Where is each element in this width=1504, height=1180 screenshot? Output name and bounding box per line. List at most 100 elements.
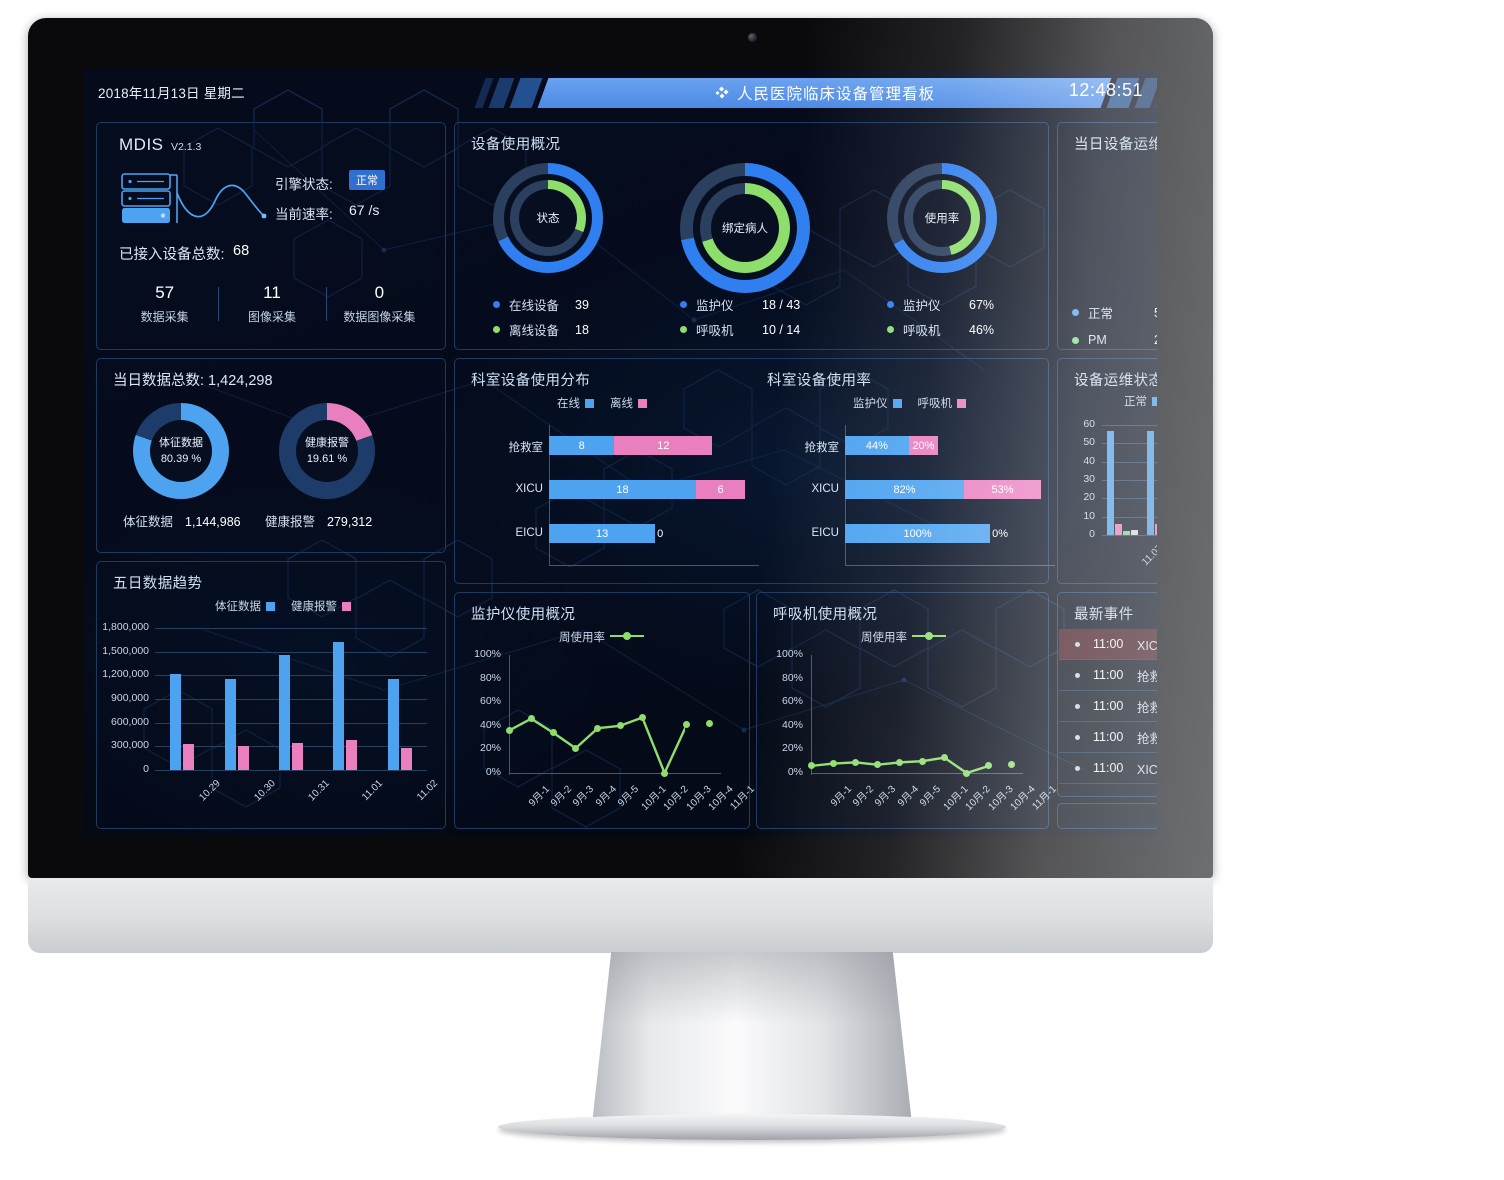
panel-ops-dist-title: 设备运维状态分布 [1074, 373, 1157, 389]
panel-monitor-usage: 监护仪使用概况 周使用率 0% 20% 40% 60% 80% 100% 9月-1 9月-2 9月… [454, 592, 757, 829]
legend-item: 在线 [557, 395, 594, 411]
y-axis-tick-label: 40 [1083, 454, 1095, 467]
x-axis-line [845, 565, 1055, 566]
event-bullet-icon [1075, 734, 1080, 740]
data-donut-center-label: 健康报警 [305, 436, 349, 449]
x-axis-tick-label: 11.07 [1140, 543, 1157, 568]
header-clock: 12:48:51 [1068, 80, 1143, 100]
bar [170, 673, 182, 770]
event-row[interactable]: 11:00 抢救室 成抢02 监护仪 设备登录 [1059, 660, 1157, 691]
line-data-point [807, 762, 815, 770]
bar [1107, 430, 1114, 535]
usage-legend-item: 呼吸机 46% [887, 320, 994, 339]
event-bullet-icon [1075, 765, 1080, 771]
line-data-point [829, 760, 837, 768]
x-axis-line [549, 565, 759, 566]
bar-value-label: 12 [657, 439, 670, 452]
legend-label: 在线 [557, 398, 580, 410]
bar [400, 747, 412, 770]
x-axis-tick-label: 9月-3 [873, 783, 899, 809]
bar-segment: 8 [549, 436, 615, 455]
line-series-path [508, 716, 685, 775]
y-axis-tick-label: 50 [1083, 436, 1095, 449]
monitor-stand-foot [498, 1114, 1006, 1140]
data-donut-footer: 体征数据 1,144,986 [123, 511, 241, 530]
y-axis-tick-label: 30 [1083, 473, 1095, 485]
line-data-point [1007, 761, 1015, 769]
legend-item: 呼吸机 [917, 395, 966, 411]
legend-label: PM [1088, 333, 1107, 347]
legend-label: 体征数据 [215, 601, 261, 613]
panel-footer: ©2018 [1057, 803, 1157, 829]
data-donut-footer-label: 健康报警 [265, 515, 316, 529]
line-data-point [661, 769, 669, 777]
legend-color-swatch [1152, 396, 1157, 406]
mdis-engine-status-badge: 正常 [349, 170, 385, 190]
bar-value-label: 44% [865, 439, 888, 452]
header-title: 人民医院临床设备管理看板 [736, 86, 935, 103]
legend-label: 正常 [1124, 396, 1147, 408]
line-data-point [616, 722, 624, 730]
panel-latest-events-title: 最新事件 [1074, 607, 1134, 623]
legend-color-dot [680, 301, 687, 308]
line-data-point [572, 744, 580, 752]
event-text: XICU 15床 监护仪 呼吸频率告警(LOW) [1137, 638, 1157, 653]
legend-label: 健康报警 [291, 601, 337, 613]
x-axis-tick-label: 10.31 [306, 778, 332, 804]
y-axis-tick-label: 1,800,000 [102, 621, 149, 633]
legend-color-dot [493, 326, 500, 333]
y-axis-tick-label: 10 [1083, 509, 1095, 522]
line-data-point [683, 721, 691, 729]
event-row[interactable]: 11:00 抢救室 成抢05 监护仪 设备登录 [1059, 691, 1157, 722]
bar-value-label: 18 [616, 483, 629, 496]
gridline [1102, 425, 1157, 426]
category-label: EICU [811, 527, 839, 539]
usage-donut-status: 状态 [493, 163, 603, 273]
bar [183, 743, 195, 770]
legend-color-swatch [638, 398, 647, 408]
x-axis-tick-label: 9月-5 [917, 783, 943, 809]
y-axis-tick-label: 60 [1083, 418, 1095, 430]
mdis-stat-2-value: 0 [374, 283, 385, 302]
gridline [155, 746, 427, 748]
mdis-rate-value: 67 /s [349, 202, 380, 218]
category-label: XICU [811, 483, 839, 495]
mdis-version: V2.1.3 [171, 141, 202, 153]
mdis-engine-status-label: 引擎状态: [275, 177, 333, 192]
event-row[interactable]: 11:00 抢救室 成抢03 监护仪 设备登录 [1059, 722, 1157, 753]
y-axis-tick-label: 300,000 [111, 739, 149, 752]
chart-legend: 在线 离线 [557, 395, 647, 411]
usage-donut-bound-patient: 绑定病人 [680, 163, 810, 293]
event-row[interactable]: 11:00 XICU 15床 监护仪 呼吸频率告警(LOW) [1059, 629, 1157, 660]
data-donut-vitals: 体征数据 80.39 % [133, 403, 229, 499]
legend-label: 呼吸机 [903, 324, 941, 338]
bar [279, 654, 290, 770]
legend-color-swatch [585, 398, 594, 408]
bar-segment: 82% [845, 480, 965, 499]
event-text: XICU 15床 监护仪 设备登录 [1137, 762, 1157, 777]
legend-color-dot [1072, 336, 1079, 344]
data-donut-center: 健康报警 19.61 % [296, 420, 358, 482]
line-series-path [810, 756, 987, 775]
event-time: 11:00 [1093, 668, 1124, 682]
legend-label: 监护仪 [903, 299, 941, 313]
bar-value-label: 6 [717, 483, 724, 496]
header-slant-left-3 [509, 78, 543, 108]
data-donut-center-pct: 19.61 % [306, 453, 348, 465]
panel-ventilator-usage: 呼吸机使用概况 周使用率 0% 20% 40% 60% 80% 100% 9月-1 9月-2 9月… [756, 592, 1059, 829]
x-axis-tick-label: 11.02 [414, 778, 440, 803]
panel-daily-ops-title: 当日设备运维 [1074, 137, 1157, 153]
gridline [155, 699, 427, 700]
x-axis-tick-label: 10.30 [251, 778, 278, 804]
y-axis-tick-label: 20 [1083, 491, 1095, 504]
bar [333, 642, 345, 770]
legend-color-swatch [266, 601, 275, 611]
event-row[interactable]: 11:00 XICU 15床 监护仪 设备登录 [1059, 753, 1157, 784]
x-axis-tick-label: 9月-3 [571, 783, 597, 809]
gridline [155, 651, 427, 653]
mdis-stat-2: 0 数据图像采集 [325, 283, 433, 325]
panel-daily-data-total: 当日数据总数: 1,424,298 体征数据 80.39 % 健康报警 19.61 … [96, 358, 446, 553]
legend-label: 呼吸机 [917, 398, 953, 410]
legend-label: 离线设备 [509, 324, 560, 338]
